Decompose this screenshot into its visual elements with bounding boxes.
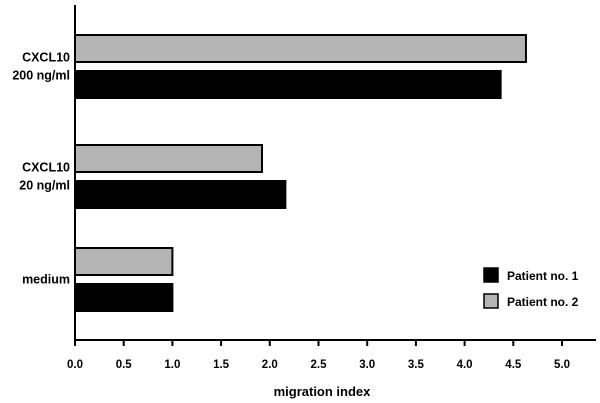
x-tick-label-10: 5.0 bbox=[554, 359, 570, 371]
category-labels: CXCL10 200 ng/ml CXCL10 20 ng/ml medium bbox=[12, 51, 70, 287]
bar-patient1-cat0 bbox=[74, 70, 502, 99]
legend: Patient no. 1 Patient no. 2 bbox=[483, 267, 579, 309]
x-axis-ticks: 0.0 0.5 1.0 1.5 2.0 2.5 3.0 3.5 4.0 4.5 5.0 bbox=[67, 340, 570, 371]
x-tick-label-4: 2.0 bbox=[262, 359, 278, 371]
category-label-2-line0: medium bbox=[22, 273, 70, 287]
x-axis-label: migration index bbox=[274, 384, 372, 399]
bars-group bbox=[74, 34, 527, 312]
x-tick-label-1: 0.5 bbox=[116, 359, 133, 371]
x-tick-label-0: 0.0 bbox=[67, 359, 83, 371]
bar-patient1-cat1 bbox=[74, 180, 287, 209]
x-tick-label-6: 3.0 bbox=[359, 359, 375, 371]
category-label-1-line1: 20 ng/ml bbox=[19, 179, 70, 193]
category-label-0-line0: CXCL10 bbox=[22, 51, 70, 65]
category-label-0-line1: 200 ng/ml bbox=[12, 69, 70, 83]
x-tick-label-7: 3.5 bbox=[408, 359, 425, 371]
legend-label-1: Patient no. 2 bbox=[507, 295, 579, 309]
x-tick-label-2: 1.0 bbox=[164, 359, 180, 371]
x-tick-label-5: 2.5 bbox=[311, 359, 328, 371]
legend-label-0: Patient no. 1 bbox=[507, 269, 579, 283]
bar-patient2-cat0 bbox=[74, 34, 527, 63]
bar-patient2-cat1 bbox=[74, 144, 264, 173]
bar-patient1-cat2 bbox=[74, 283, 174, 312]
bar-patient2-cat2 bbox=[74, 247, 174, 276]
axes bbox=[74, 5, 596, 341]
x-tick-label-8: 4.0 bbox=[457, 359, 473, 371]
x-tick-label-9: 4.5 bbox=[505, 359, 522, 371]
legend-swatch-0 bbox=[483, 267, 499, 283]
x-tick-label-3: 1.5 bbox=[213, 359, 230, 371]
legend-swatch-1 bbox=[483, 293, 499, 309]
category-label-1-line0: CXCL10 bbox=[22, 161, 70, 175]
